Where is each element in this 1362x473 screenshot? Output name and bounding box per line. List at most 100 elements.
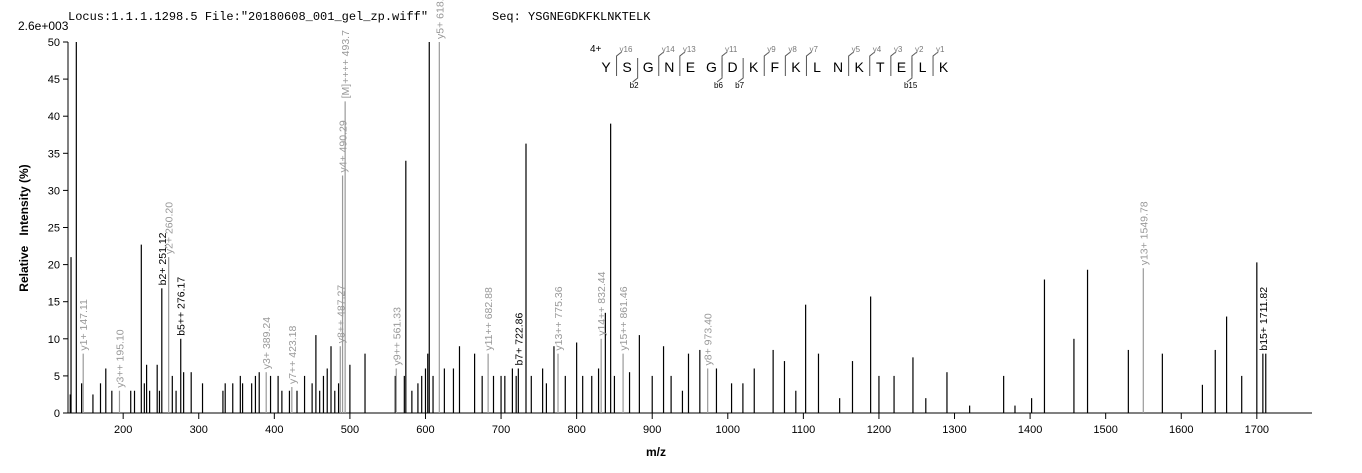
b-ion-mark <box>632 58 639 83</box>
y-tick-label: 50 <box>48 37 60 49</box>
b-ion-label: b15 <box>904 81 918 90</box>
header: Locus:1.1.1.1298.5 File:"20180608_001_ge… <box>68 10 428 24</box>
x-tick-label: 1200 <box>867 424 891 436</box>
y-ion-label: y8 <box>788 45 797 54</box>
peak-label: b15+ 1711.82 <box>1258 287 1270 351</box>
peak-label: y8+ 973.40 <box>703 313 715 365</box>
y-ion-mark <box>869 51 876 76</box>
peak-label: y1+ 147.11 <box>78 299 90 351</box>
peak-label: y8++ 487.27 <box>335 285 347 344</box>
y-ion-mark <box>805 51 812 76</box>
y-tick-label: 25 <box>48 223 60 235</box>
residue: K <box>749 59 759 75</box>
y-ion-label: y7 <box>809 45 818 54</box>
x-tick-label: 800 <box>567 424 585 436</box>
peak-label: y4+ 490.29 <box>338 120 350 172</box>
x-tick-label: 1600 <box>1169 424 1193 436</box>
y-tick-label: 30 <box>48 185 60 197</box>
x-tick-label: 1100 <box>792 424 816 436</box>
y-ion-label: y14 <box>662 45 675 54</box>
y-ion-label: y3 <box>894 45 903 54</box>
y-ion-label: y9 <box>767 45 776 54</box>
residue: K <box>855 59 865 75</box>
y-ion-mark <box>784 51 791 76</box>
y-ion-label: y2 <box>915 45 924 54</box>
x-tick-label: 1700 <box>1245 424 1269 436</box>
b-ion-mark <box>906 58 913 83</box>
peak-label: [M]++++ 493.7 <box>340 30 352 98</box>
y-ion-mark <box>848 51 854 76</box>
b-ion-label: b7 <box>735 81 744 90</box>
residue: N <box>833 59 843 75</box>
x-tick-label: 1300 <box>942 424 966 436</box>
peak-label: y9++ 561.33 <box>391 307 403 366</box>
y-ion-mark <box>658 51 665 76</box>
y-tick-label: 5 <box>54 371 60 383</box>
x-tick-label: 200 <box>114 424 132 436</box>
sequence-title: Seq: YSGNEGDKFKLNKTELK <box>492 10 651 24</box>
y-tick-label: 0 <box>54 408 60 420</box>
y-ion-mark <box>911 51 918 76</box>
b-ion-label: b2 <box>630 81 639 90</box>
x-tick-label: 500 <box>341 424 359 436</box>
y-ion-mark <box>616 51 622 76</box>
b-ion-mark <box>716 58 723 83</box>
peak-label: b2+ 251.12 <box>157 232 169 285</box>
y-ion-label: y11 <box>725 45 738 54</box>
b-ion-label: b6 <box>714 81 723 90</box>
y-ion-mark <box>763 51 770 76</box>
peak-label: y5+ 618.3 <box>434 0 446 39</box>
peak-label: y15++ 861.46 <box>618 286 630 350</box>
peak-label: y7++ 423.18 <box>287 325 299 384</box>
y-ion-label: y4 <box>873 45 882 54</box>
x-axis-label: m/z <box>646 445 666 459</box>
y-tick-label: 45 <box>48 74 60 86</box>
residue: E <box>686 59 695 75</box>
b-ion-mark <box>737 58 744 83</box>
residue: K <box>791 59 801 75</box>
y-ion-mark <box>890 51 897 76</box>
y-tick-label: 20 <box>48 260 60 272</box>
y-ion-mark <box>932 51 939 76</box>
residue: E <box>897 59 906 75</box>
residue: G <box>643 59 654 75</box>
peak-label: y14++ 832.44 <box>596 271 608 335</box>
residue: L <box>919 59 927 75</box>
y-ion-label: y13 <box>683 45 696 54</box>
charge: 4+ <box>590 44 602 55</box>
peak-label: y2+ 260.20 <box>164 202 176 254</box>
y-tick-label: 35 <box>48 148 60 160</box>
residue: K <box>939 59 949 75</box>
residue: Y <box>601 59 611 75</box>
x-tick-label: 1000 <box>716 424 740 436</box>
residue: T <box>876 59 885 75</box>
y-ion-mark <box>721 51 728 76</box>
x-tick-label: 1500 <box>1093 424 1117 436</box>
x-tick-label: 600 <box>416 424 434 436</box>
y-ion-label: y5 <box>852 45 861 54</box>
y-ion-mark <box>679 51 686 76</box>
peak-label: b7+ 722.86 <box>513 312 525 365</box>
residue: S <box>622 59 631 75</box>
x-tick-label: 400 <box>265 424 283 436</box>
scale-label: 2.6e+003 <box>18 19 69 33</box>
x-tick-label: 300 <box>190 424 208 436</box>
residue: F <box>771 59 780 75</box>
x-tick-label: 900 <box>643 424 661 436</box>
y-ion-label: y1 <box>936 45 945 54</box>
peak-label: y3++ 195.10 <box>114 329 126 388</box>
peak-label: y13+ 1549.78 <box>1138 201 1150 265</box>
residue: L <box>813 59 821 75</box>
peak-label: y11++ 682.88 <box>483 287 495 351</box>
y-ion-label: y16 <box>620 45 633 54</box>
y-tick-label: 10 <box>48 334 60 346</box>
residue: D <box>728 59 738 75</box>
peak-label: y3+ 389.24 <box>261 317 273 369</box>
y-axis-label: Relative Intensity (%) <box>17 164 31 291</box>
x-tick-label: 1400 <box>1018 424 1042 436</box>
peak-label: y13++ 775.36 <box>553 286 565 350</box>
residue: N <box>664 59 674 75</box>
y-tick-label: 40 <box>48 111 60 123</box>
peak-label: b5++ 276.17 <box>176 277 188 336</box>
